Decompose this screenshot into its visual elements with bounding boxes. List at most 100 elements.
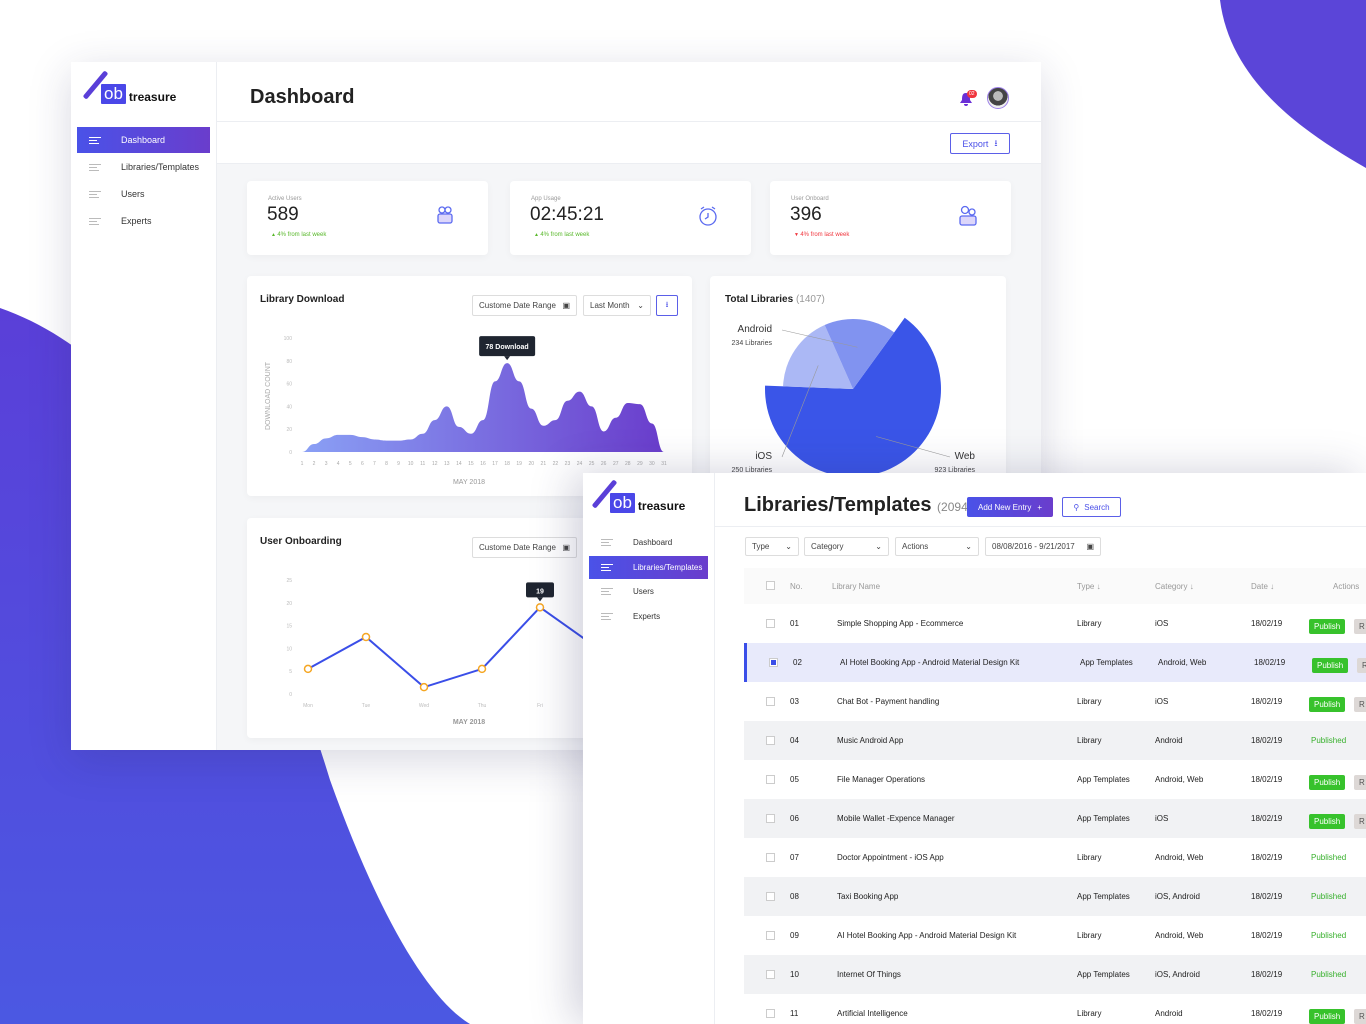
table-row[interactable]: 07 Doctor Appointment - iOS App Library And…	[744, 838, 1366, 877]
publish-button[interactable]: Publish	[1309, 775, 1346, 790]
date-range-picker[interactable]: Custome Date Range ▣	[472, 295, 577, 316]
column-date[interactable]: Date ↓	[1251, 582, 1274, 591]
sidebar-item-users[interactable]: Users	[77, 181, 210, 207]
row-category: iOS	[1155, 619, 1169, 628]
date-range-label: Custome Date Range	[479, 301, 556, 310]
row-checkbox[interactable]	[766, 619, 775, 628]
stat-value: 589	[267, 204, 299, 225]
x-tick-label: 30	[649, 461, 655, 467]
slice-name: Web	[955, 451, 976, 462]
slice-value: 234 Libraries	[732, 340, 773, 347]
published-status: Published	[1311, 736, 1347, 745]
sidebar-item-libraries-templates[interactable]: Libraries/Templates	[589, 555, 708, 579]
table-row[interactable]: 06 Mobile Wallet -Expence Manager App Temp…	[744, 799, 1366, 838]
sidebar-item-experts[interactable]: Experts	[589, 605, 708, 628]
reject-button[interactable]: R	[1354, 814, 1366, 829]
column-type[interactable]: Type ↓	[1077, 582, 1101, 591]
row-checkbox[interactable]	[766, 892, 775, 901]
tooltip	[526, 582, 554, 598]
publish-button[interactable]: Publish	[1309, 619, 1346, 634]
row-checkbox[interactable]	[766, 931, 775, 940]
chevron-down-icon: ⌄	[637, 301, 644, 310]
row-checkbox[interactable]	[766, 775, 775, 784]
table-row[interactable]: 05 File Manager Operations App Templates An…	[744, 760, 1366, 799]
search-button[interactable]: ⚲ Search	[1062, 497, 1121, 517]
x-tick-label: 22	[553, 461, 559, 467]
row-number: 06	[790, 814, 799, 823]
export-button[interactable]: Export ⭳	[950, 133, 1010, 154]
reject-button[interactable]: R	[1354, 697, 1366, 712]
row-checkbox[interactable]	[769, 658, 778, 667]
x-tick-label: Fri	[537, 703, 543, 709]
sidebar-item-users[interactable]: Users	[589, 580, 708, 603]
publish-button[interactable]: Publish	[1309, 814, 1346, 829]
y-tick-label: 20	[286, 427, 292, 433]
reject-button[interactable]: R	[1354, 1009, 1366, 1024]
reject-button[interactable]: R	[1357, 658, 1366, 673]
row-number: 08	[790, 892, 799, 901]
sidebar-item-dashboard[interactable]: Dashboard	[77, 127, 210, 153]
category-filter[interactable]: Category ⌄	[804, 537, 889, 556]
row-type: App Templates	[1077, 970, 1130, 979]
select-all-checkbox[interactable]	[766, 581, 775, 590]
title-text: Total Libraries	[725, 294, 794, 305]
actions-filter[interactable]: Actions ⌄	[895, 537, 979, 556]
menu-lines-icon	[601, 612, 613, 620]
table-row[interactable]: 08 Taxi Booking App App Templates iOS, Andr…	[744, 877, 1366, 916]
download-chart-button[interactable]: ⭳	[656, 295, 678, 316]
x-tick-label: 26	[601, 461, 607, 467]
row-category: Android, Web	[1155, 931, 1204, 940]
x-tick-label: 12	[432, 461, 438, 467]
row-number: 10	[790, 970, 799, 979]
row-checkbox[interactable]	[766, 697, 775, 706]
row-category: iOS	[1155, 814, 1169, 823]
publish-button[interactable]: Publish	[1312, 658, 1349, 673]
table-row[interactable]: 09 AI Hotel Booking App - Android Materia…	[744, 916, 1366, 955]
sidebar: ob treasure Dashboard Libraries/Templates…	[583, 473, 715, 1024]
publish-button[interactable]: Publish	[1309, 1009, 1346, 1024]
row-checkbox[interactable]	[766, 736, 775, 745]
period-select[interactable]: Last Month ⌄	[583, 295, 651, 316]
table-row[interactable]: 10 Internet Of Things App Templates iOS, An…	[744, 955, 1366, 994]
type-filter[interactable]: Type ⌄	[745, 537, 799, 556]
library-name: Artificial Intelligence	[837, 1009, 908, 1018]
library-name: Doctor Appointment - iOS App	[837, 853, 944, 862]
table-row[interactable]: 01 Simple Shopping App - Ecommerce Library…	[744, 604, 1366, 643]
row-date: 18/02/19	[1251, 853, 1283, 862]
x-tick-label: 10	[408, 461, 414, 467]
data-point	[477, 664, 487, 674]
date-range-filter[interactable]: 08/08/2016 - 9/21/2017 ▣	[985, 537, 1101, 556]
date-range-picker[interactable]: Custome Date Range ▣	[472, 537, 577, 558]
notification-bell-icon[interactable]: 02	[959, 90, 977, 111]
export-label: Export	[962, 138, 989, 149]
x-tick-label: 28	[625, 461, 631, 467]
reject-button[interactable]: R	[1354, 775, 1366, 790]
table-row[interactable]: 02 AI Hotel Booking App - Android Materia…	[744, 643, 1366, 682]
calendar-icon: ▣	[562, 543, 570, 552]
avatar[interactable]	[987, 87, 1009, 109]
card-title: User Onboarding	[260, 536, 342, 547]
row-checkbox[interactable]	[766, 970, 775, 979]
reject-button[interactable]: R	[1354, 619, 1366, 634]
table-row[interactable]: 03 Chat Bot - Payment handling Library iOS 1…	[744, 682, 1366, 721]
row-checkbox[interactable]	[766, 853, 775, 862]
y-tick-label: 20	[286, 601, 292, 607]
download-icon: ⭳	[994, 137, 998, 148]
table-row[interactable]: 11 Artificial Intelligence Library Android 1…	[744, 994, 1366, 1024]
x-tick-label: 16	[480, 461, 486, 467]
row-checkbox[interactable]	[766, 814, 775, 823]
sidebar-item-experts[interactable]: Experts	[77, 208, 210, 234]
notification-badge: 02	[967, 90, 977, 98]
row-checkbox[interactable]	[766, 1009, 775, 1018]
sidebar-item-libraries-templates[interactable]: Libraries/Templates	[77, 154, 210, 180]
table-row[interactable]: 04 Music Android App Library Android 18/02/1…	[744, 721, 1366, 760]
x-tick-label: Tue	[362, 703, 371, 709]
add-new-entry-button[interactable]: Add New Entry +	[967, 497, 1053, 517]
tooltip	[479, 336, 536, 357]
column-category[interactable]: Category ↓	[1155, 582, 1194, 591]
background-blob-top	[1220, 0, 1366, 168]
row-number: 11	[790, 1009, 799, 1018]
publish-button[interactable]: Publish	[1309, 697, 1346, 712]
sidebar-item-dashboard[interactable]: Dashboard	[589, 531, 708, 554]
